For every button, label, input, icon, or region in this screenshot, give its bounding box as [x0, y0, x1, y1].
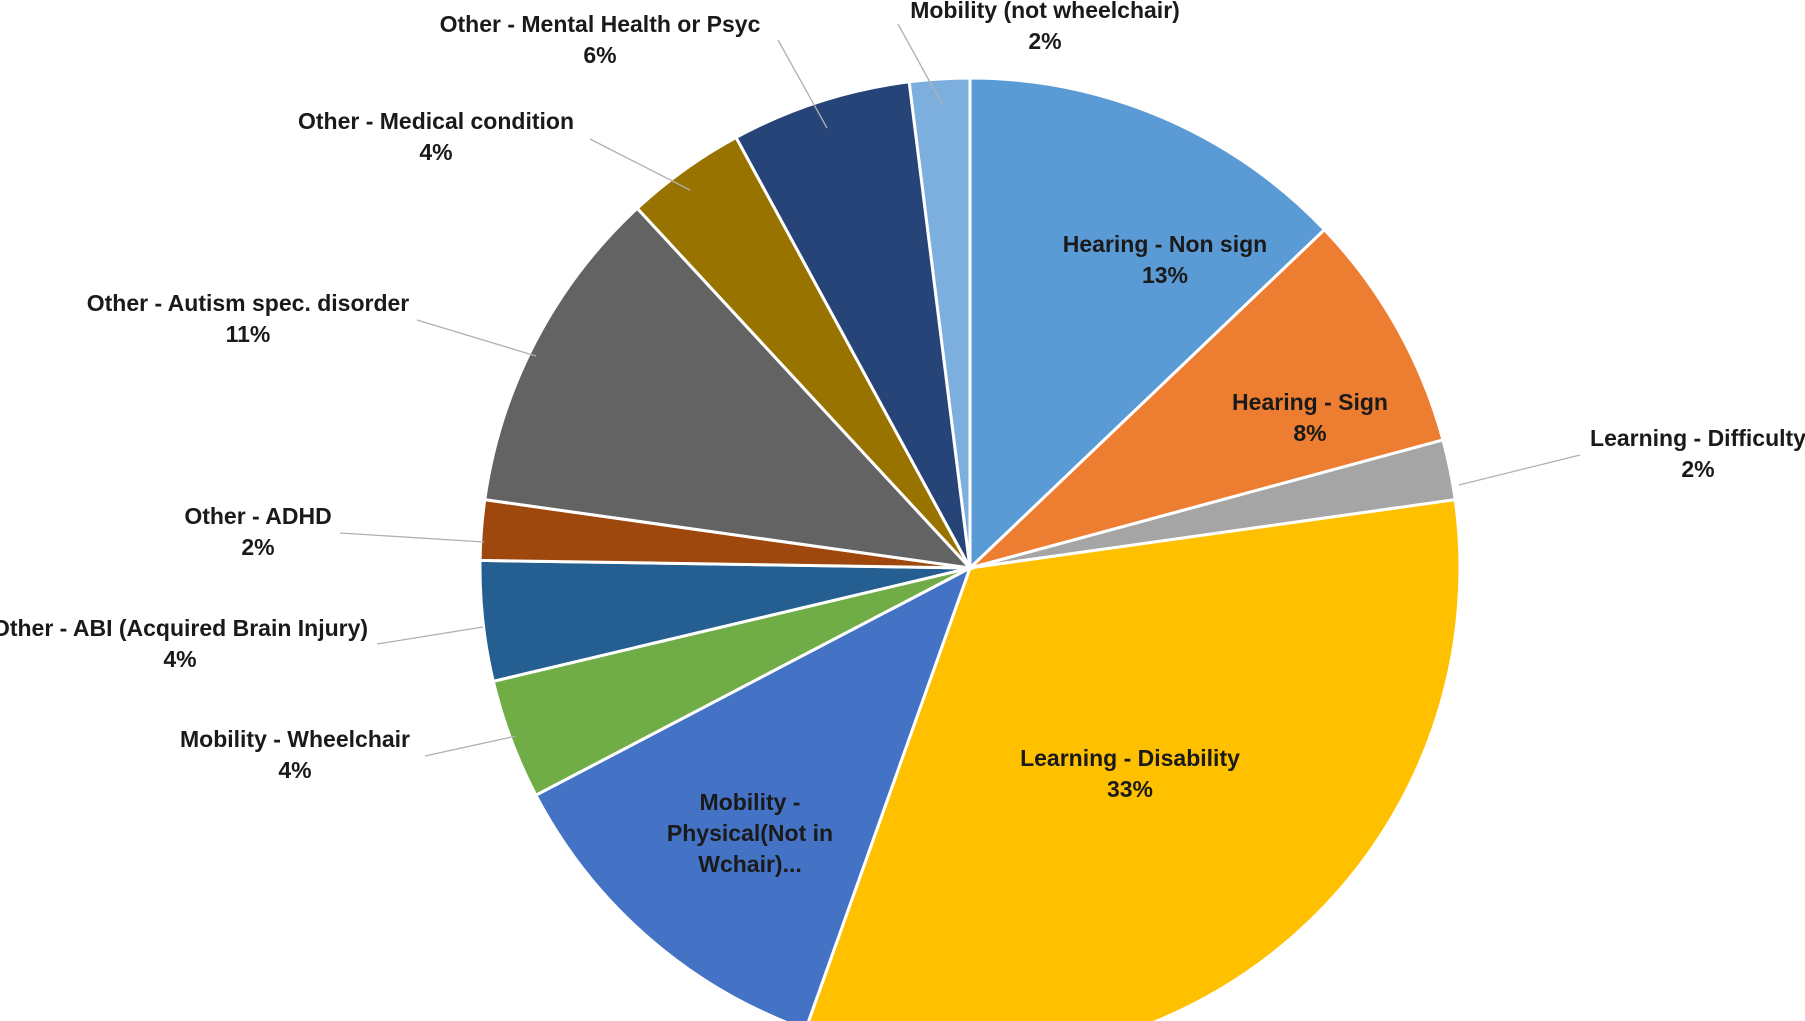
data-label-other-adhd: Other - ADHD 2% — [184, 503, 331, 560]
data-label-other-medical-condition: Other - Medical condition 4% — [298, 108, 574, 165]
pie-slices — [480, 78, 1460, 1021]
leader-line-learning-difficulty — [1459, 455, 1580, 485]
leader-line-other-adhd — [340, 533, 484, 542]
leader-line-mobility-wheelchair — [425, 736, 516, 756]
leader-line-other-autism-spec-disorder — [417, 320, 536, 356]
data-label-mobility-not-wheelchair: Mobility (not wheelchair) 2% — [910, 0, 1180, 54]
data-label-other-mental-health-or-psyc: Other - Mental Health or Psyc 6% — [440, 11, 761, 68]
leader-line-other-medical-condition — [590, 139, 690, 190]
data-label-other-autism-spec-disorder: Other - Autism spec. disorder 11% — [87, 290, 410, 347]
data-label-learning-difficulty: Learning - Difficulty 2% — [1590, 425, 1805, 482]
data-label-other-abi-acquired-brain-injury: Other - ABI (Acquired Brain Injury) 4% — [0, 615, 368, 672]
leader-line-other-abi-acquired-brain-injury — [377, 627, 483, 644]
data-label-mobility-wheelchair: Mobility - Wheelchair 4% — [180, 726, 410, 783]
